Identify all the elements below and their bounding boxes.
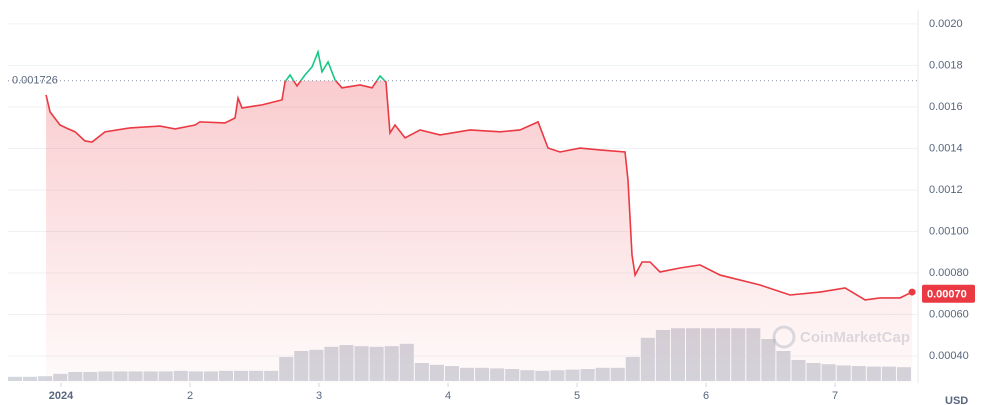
- watermark-logo: [772, 325, 796, 349]
- currency: USD: [945, 395, 968, 405]
- volume-bar: [8, 376, 23, 381]
- watermark: CoinMarketCap: [772, 325, 910, 349]
- y-tick-label: 0.0016: [929, 101, 963, 113]
- baseline-label: 0.001726: [12, 75, 58, 87]
- price-line-down: [45, 80, 913, 301]
- volume-bar: [38, 376, 53, 381]
- price-line-up: [284, 49, 386, 81]
- last-point: [908, 288, 916, 296]
- x-tick-label: 3: [316, 390, 322, 402]
- y-tick-label: 0.00080: [929, 267, 969, 279]
- x-tick-label: 6: [703, 390, 709, 402]
- x-tick-label: 4: [445, 390, 451, 402]
- y-tick-label: 0.0020: [929, 18, 963, 30]
- plot: 0.001726: [8, 49, 918, 383]
- y-tick-label: 0.00100: [929, 225, 969, 237]
- y-tick-label: 0.0014: [929, 142, 963, 154]
- y-tick-label: 0.00040: [929, 350, 969, 362]
- y-tick-label: 0.0018: [929, 59, 963, 71]
- current-price-label: 0.00070: [927, 289, 967, 301]
- x-tick-label: 5: [574, 390, 580, 402]
- volume-bar: [23, 376, 38, 381]
- x-tick-label: 7: [832, 390, 838, 402]
- price-area: [46, 80, 913, 383]
- x-tick-label: 2024: [49, 390, 74, 402]
- y-tick-label: 0.00060: [929, 308, 969, 320]
- x-tick-label: 2: [187, 390, 193, 402]
- watermark-text: CoinMarketCap: [800, 329, 910, 346]
- y-tick-label: 0.0012: [929, 184, 963, 196]
- current-price-badge: [922, 284, 975, 303]
